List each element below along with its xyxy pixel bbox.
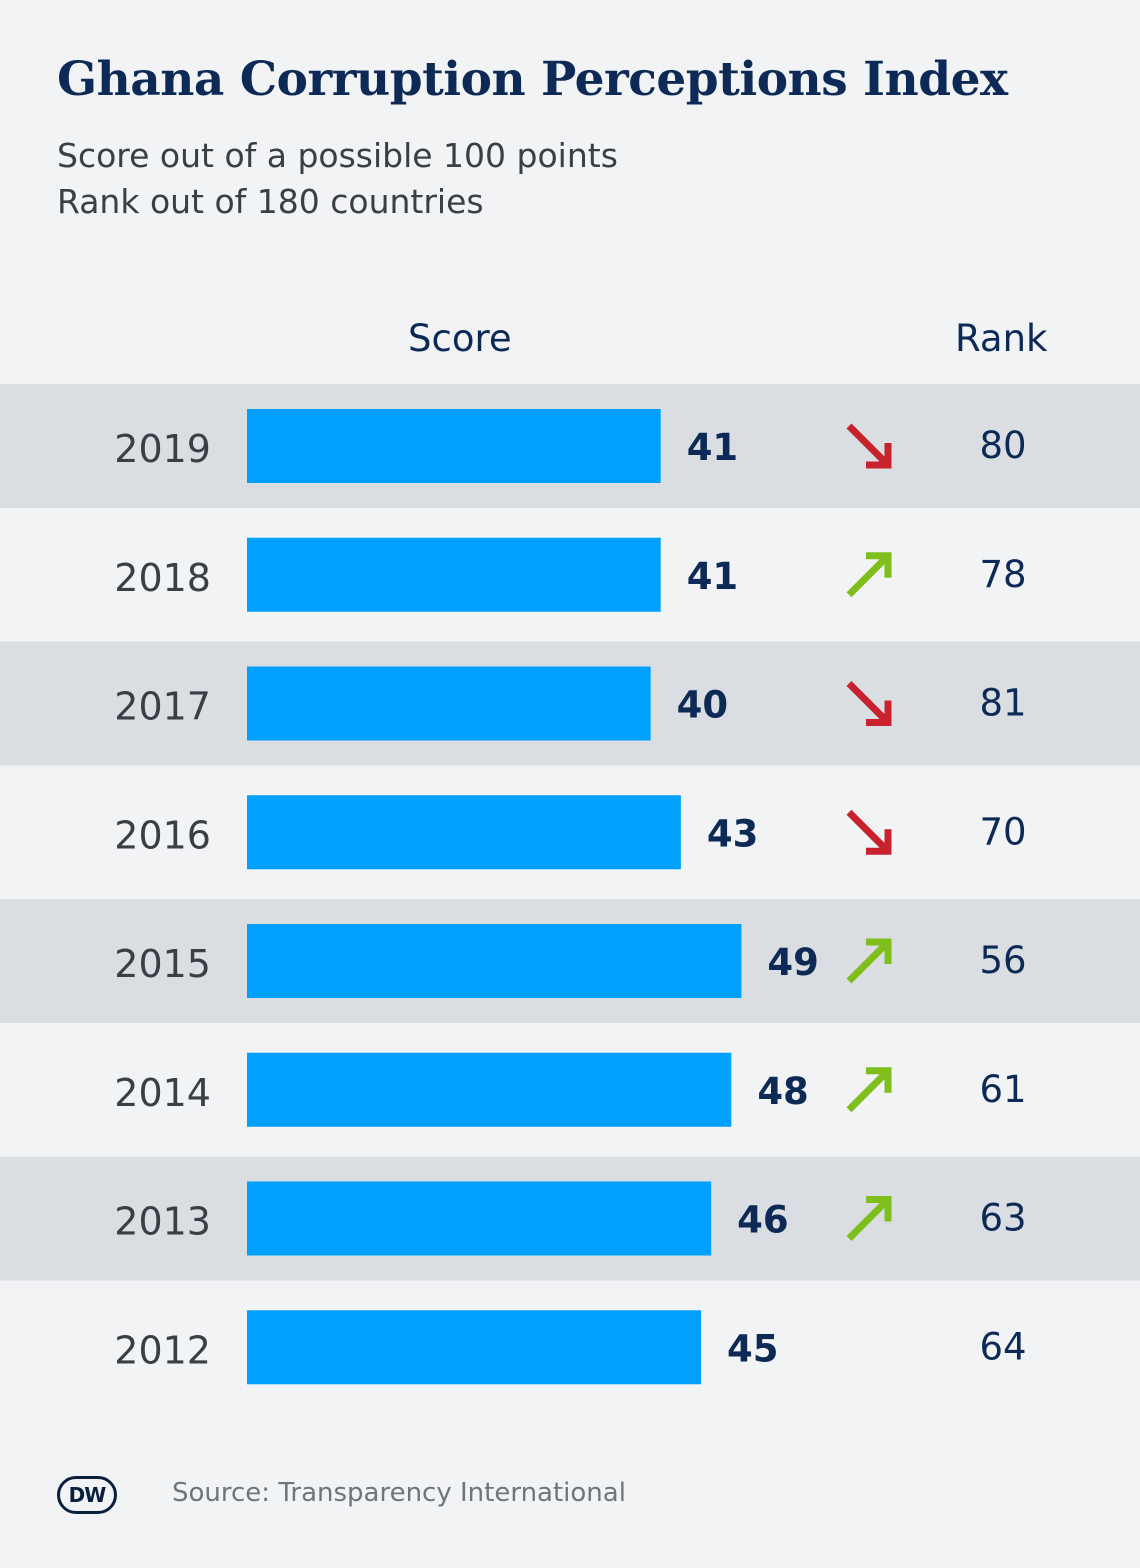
source-note: Source: Transparency International: [172, 1478, 626, 1508]
year-label: 2018: [114, 556, 211, 600]
year-label: 2017: [114, 685, 211, 729]
trend-down-arrow-icon: [846, 809, 892, 855]
score-bar: [247, 1181, 712, 1256]
year-label: 2014: [114, 1071, 211, 1115]
year-label: 2016: [114, 813, 211, 857]
rank-value-label: 64: [979, 1325, 1026, 1368]
rank-value-label: 56: [979, 939, 1026, 982]
score-bar: [247, 666, 651, 741]
year-label: 2019: [114, 427, 211, 471]
column-header-rank: Rank: [955, 317, 1048, 360]
score-value-label: 45: [727, 1327, 779, 1370]
score-value-label: 49: [767, 941, 819, 984]
rank-value-label: 61: [979, 1068, 1026, 1111]
score-value-label: 48: [757, 1070, 809, 1113]
trend-up-arrow-icon: [846, 1067, 892, 1113]
year-label: 2015: [114, 942, 211, 986]
score-value-label: 43: [707, 812, 759, 855]
rank-value-label: 78: [979, 553, 1026, 596]
trend-down-arrow-icon: [846, 423, 892, 469]
score-bar: [247, 537, 661, 612]
score-value-label: 41: [687, 426, 739, 469]
subtitle-rank: Rank out of 180 countries: [57, 182, 484, 221]
trend-up-arrow-icon: [846, 552, 892, 598]
score-value-label: 41: [687, 555, 739, 598]
year-label: 2012: [114, 1328, 211, 1372]
score-value-label: 40: [677, 684, 729, 727]
year-label: 2013: [114, 1200, 211, 1244]
subtitle-score: Score out of a possible 100 points: [57, 136, 618, 175]
score-bar: [247, 1052, 732, 1127]
trend-up-arrow-icon: [846, 938, 892, 984]
dw-logo: DW: [57, 1476, 117, 1514]
rank-value-label: 63: [979, 1197, 1026, 1240]
score-value-label: 46: [737, 1199, 789, 1242]
chart-title: Ghana Corruption Perceptions Index: [57, 52, 1008, 107]
rank-value-label: 80: [979, 424, 1026, 467]
score-bar: [247, 795, 681, 870]
trend-up-arrow-icon: [846, 1196, 892, 1241]
column-header-score: Score: [408, 317, 512, 360]
score-bar: [247, 924, 742, 998]
trend-down-arrow-icon: [846, 681, 892, 726]
score-bar: [247, 409, 661, 483]
rank-value-label: 70: [979, 810, 1026, 853]
rank-value-label: 81: [979, 682, 1026, 725]
score-bar: [247, 1310, 702, 1385]
